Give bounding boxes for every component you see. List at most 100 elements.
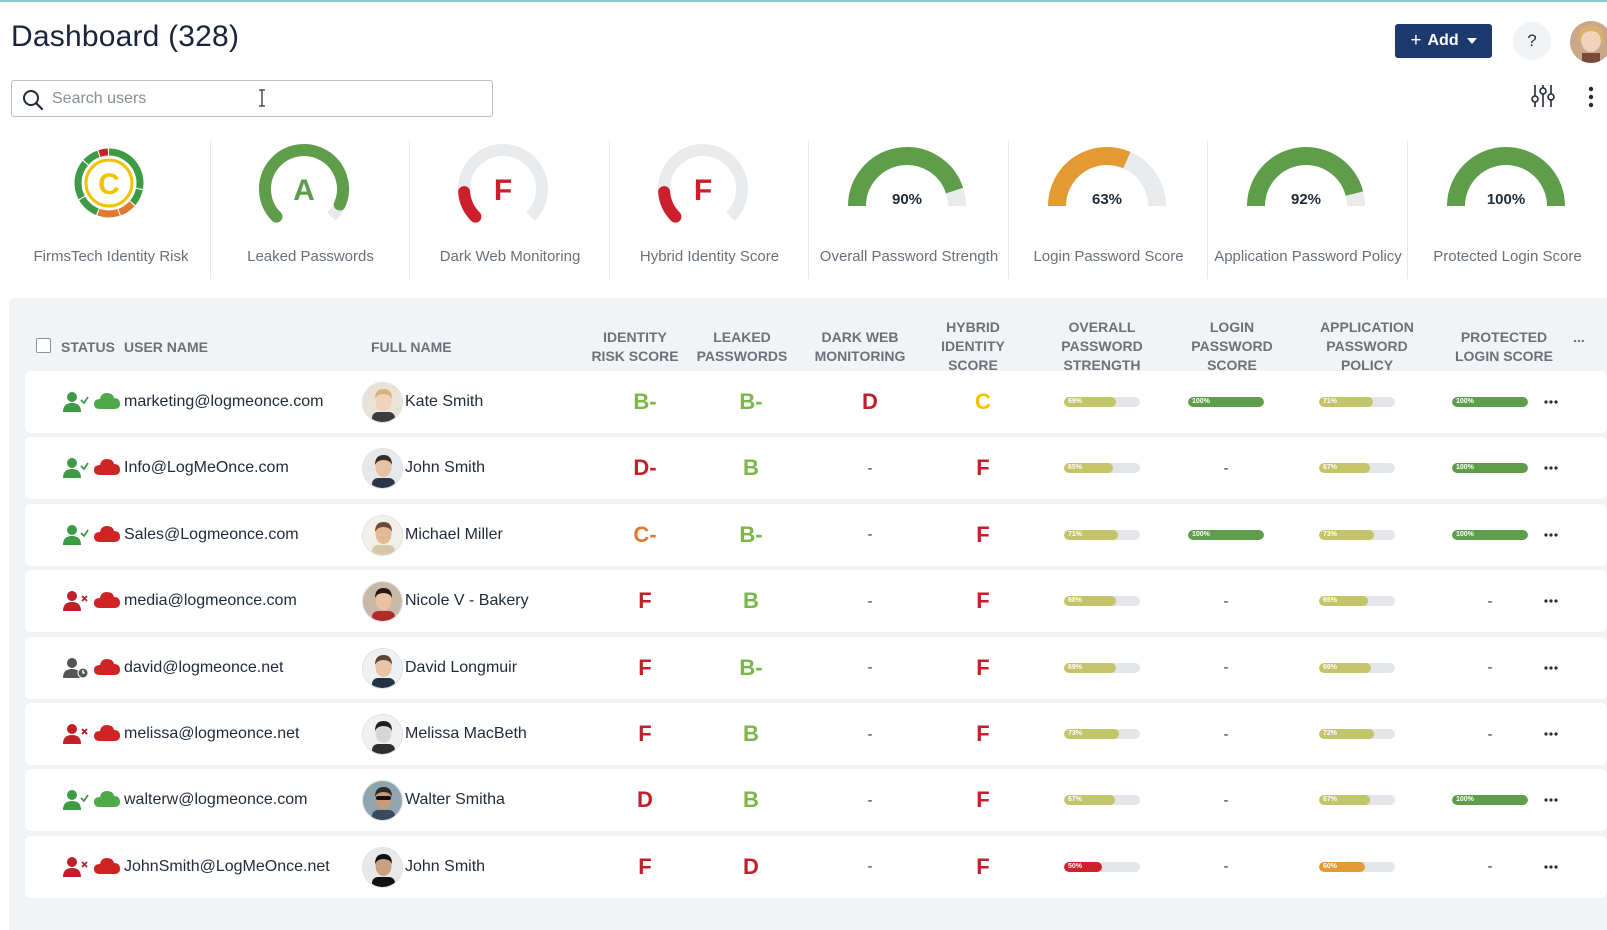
- user-full-name[interactable]: Michael Miller: [405, 525, 503, 543]
- more-options-icon[interactable]: [1588, 86, 1594, 108]
- dark-web-grade: -: [867, 791, 873, 809]
- hybrid-identity-grade[interactable]: F: [976, 787, 990, 813]
- col-leaked-passwords[interactable]: LEAKED PASSWORDS: [696, 329, 788, 364]
- hybrid-identity-grade[interactable]: F: [976, 588, 990, 614]
- progress-fill: [1319, 463, 1370, 474]
- gauge-card[interactable]: F Hybrid Identity Score: [610, 141, 809, 279]
- search-box[interactable]: [11, 80, 493, 117]
- col-menu[interactable]: ...: [1573, 329, 1585, 345]
- progress-text: 71%: [1068, 530, 1083, 538]
- user-email[interactable]: marketing@logmeonce.com: [124, 393, 324, 410]
- hybrid-identity-grade[interactable]: F: [976, 455, 990, 481]
- identity-risk-grade[interactable]: F: [638, 654, 652, 680]
- user-email[interactable]: Info@LogMeOnce.com: [124, 459, 289, 477]
- user-full-name[interactable]: John Smith: [405, 857, 486, 875]
- col-login-password[interactable]: LOGIN PASSWORD SCORE: [1191, 319, 1273, 373]
- identity-risk-grade[interactable]: F: [638, 721, 652, 746]
- column-settings-icon[interactable]: [1531, 83, 1555, 109]
- identity-risk-grade[interactable]: D: [637, 787, 653, 813]
- user-full-name[interactable]: Melissa MacBeth: [405, 725, 527, 742]
- hybrid-identity-grade[interactable]: F: [976, 853, 990, 879]
- help-button[interactable]: ?: [1513, 22, 1551, 60]
- hybrid-identity-grade[interactable]: F: [976, 521, 990, 547]
- col-status[interactable]: STATUS: [61, 339, 115, 355]
- user-full-name[interactable]: David Longmuir: [405, 658, 518, 676]
- leaked-passwords-grade[interactable]: D: [743, 853, 759, 879]
- identity-risk-grade[interactable]: C-: [633, 521, 657, 547]
- leaked-passwords-grade[interactable]: B: [743, 455, 759, 481]
- progress-text: 65%: [1323, 597, 1338, 605]
- col-identity-risk[interactable]: IDENTITY RISK SCORE: [591, 329, 679, 364]
- row-menu-icon[interactable]: [1543, 598, 1559, 604]
- gauge-card[interactable]: 100% Protected Login Score: [1408, 141, 1607, 279]
- leaked-passwords-grade[interactable]: B-: [739, 389, 763, 414]
- application-policy-bar: 73%: [1302, 504, 1412, 566]
- progress-fill: [1319, 529, 1375, 540]
- gauge-card[interactable]: F Dark Web Monitoring: [410, 141, 610, 279]
- col-protected-login[interactable]: PROTECTED LOGIN SCORE: [1454, 329, 1553, 364]
- hybrid-identity-grade[interactable]: C: [975, 389, 991, 414]
- current-user-avatar[interactable]: [1570, 21, 1607, 63]
- col-dark-web[interactable]: DARK WEB MONITORING: [814, 329, 906, 364]
- progress-text: 100%: [1456, 398, 1474, 405]
- table-row[interactable]: walterw@logmeonce.com Walter Smitha D B - F 6…: [25, 769, 1607, 832]
- identity-risk-grade[interactable]: D-: [633, 455, 657, 481]
- dark-web-grade[interactable]: D: [862, 389, 878, 414]
- identity-risk-grade[interactable]: F: [638, 853, 652, 879]
- user-email[interactable]: david@logmeonce.net: [124, 658, 284, 676]
- identity-risk-grade[interactable]: B-: [633, 389, 657, 414]
- cloud-icon: [94, 525, 120, 543]
- leaked-passwords-grade[interactable]: B: [743, 721, 759, 746]
- col-application-policy[interactable]: APPLICATION PASSWORD POLICY: [1320, 319, 1414, 373]
- user-full-name[interactable]: Walter Smitha: [405, 791, 505, 809]
- user-email[interactable]: JohnSmith@LogMeOnce.net: [124, 857, 330, 875]
- leaked-passwords-grade[interactable]: B: [743, 787, 759, 813]
- login-password-bar: -: [1223, 592, 1229, 610]
- col-hybrid-identity[interactable]: HYBRID IDENTITY SCORE: [941, 319, 1005, 373]
- table-row[interactable]: david@logmeonce.net David Longmuir F B- - F 6…: [25, 636, 1607, 699]
- gauge-card[interactable]: A Leaked Passwords: [211, 141, 410, 279]
- gauge-card[interactable]: 63% Login Password Score: [1009, 141, 1208, 279]
- gauge-value: 92%: [1291, 191, 1321, 208]
- leaked-passwords-grade[interactable]: B: [743, 588, 759, 614]
- identity-risk-grade[interactable]: F: [638, 588, 652, 614]
- user-status-icon: [63, 657, 89, 679]
- user-email[interactable]: Sales@Logmeonce.com: [124, 525, 299, 543]
- gauge-card[interactable]: C FirmsTech Identity Risk: [11, 141, 211, 279]
- row-menu-icon[interactable]: [1543, 731, 1559, 737]
- user-full-name[interactable]: John Smith: [405, 459, 486, 477]
- table-row[interactable]: media@logmeonce.com Nicole V - Bakery F B - F…: [25, 570, 1607, 633]
- leaked-passwords-grade[interactable]: B-: [739, 521, 763, 547]
- progress-fill: [1064, 861, 1102, 872]
- cloud-icon: [94, 458, 120, 476]
- application-policy-bar: 69%: [1302, 637, 1412, 699]
- hybrid-identity-grade[interactable]: F: [976, 654, 990, 680]
- row-menu-icon[interactable]: [1543, 797, 1559, 803]
- gauge-card[interactable]: 92% Application Password Policy: [1208, 141, 1408, 279]
- user-email[interactable]: media@logmeonce.com: [124, 592, 297, 610]
- row-menu-icon[interactable]: [1543, 399, 1559, 405]
- row-menu-icon[interactable]: [1543, 532, 1559, 538]
- col-full-name[interactable]: FULL NAME: [371, 339, 452, 355]
- col-overall-strength[interactable]: OVERALL PASSWORD STRENGTH: [1061, 319, 1143, 373]
- leaked-passwords-grade[interactable]: B-: [739, 654, 763, 680]
- row-menu-icon[interactable]: [1543, 864, 1559, 870]
- table-row[interactable]: melissa@logmeonce.net Melissa MacBeth F B - F…: [25, 703, 1607, 765]
- user-full-name[interactable]: Kate Smith: [405, 393, 484, 410]
- user-full-name[interactable]: Nicole V - Bakery: [405, 592, 529, 610]
- table-row[interactable]: Sales@Logmeonce.com Michael Miller C- B- - F …: [25, 503, 1607, 566]
- row-menu-icon[interactable]: [1543, 465, 1559, 471]
- search-input[interactable]: [52, 85, 482, 113]
- add-button[interactable]: + Add: [1395, 24, 1492, 58]
- user-email[interactable]: walterw@logmeonce.com: [124, 791, 308, 809]
- table-row[interactable]: JohnSmith@LogMeOnce.net John Smith F D - F 50…: [25, 835, 1607, 898]
- col-user-name[interactable]: USER NAME: [124, 339, 209, 355]
- table-row[interactable]: marketing@logmeonce.com Kate Smith B- B- D C …: [25, 371, 1607, 433]
- progress-bar: 100%: [1452, 463, 1528, 474]
- table-row[interactable]: Info@LogMeOnce.com John Smith D- B - F 65% - …: [25, 437, 1607, 500]
- user-email[interactable]: melissa@logmeonce.net: [124, 725, 300, 742]
- row-menu-icon[interactable]: [1543, 665, 1559, 671]
- select-all-checkbox[interactable]: [36, 338, 51, 353]
- gauge-card[interactable]: 90% Overall Password Strength: [809, 141, 1009, 279]
- hybrid-identity-grade[interactable]: F: [976, 721, 990, 746]
